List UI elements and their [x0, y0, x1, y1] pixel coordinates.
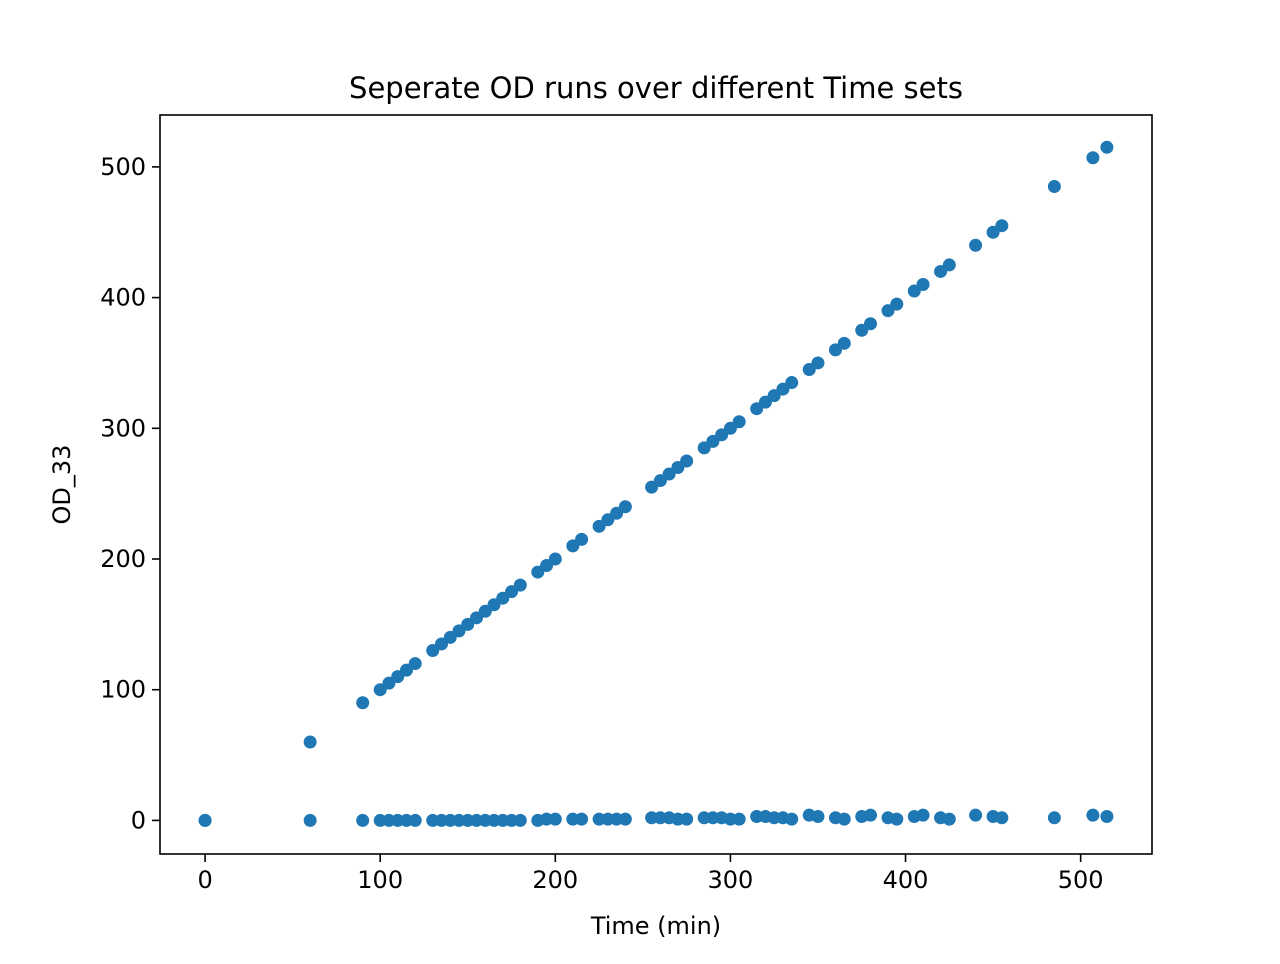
data-points [198, 140, 1114, 827]
x-tick-label: 0 [197, 866, 212, 894]
data-point [1047, 179, 1061, 193]
x-axis-label: Time (min) [590, 912, 721, 940]
data-point [408, 813, 422, 827]
x-tick-label: 500 [1058, 866, 1104, 894]
data-point [969, 808, 983, 822]
data-point [680, 812, 694, 826]
data-point [916, 808, 930, 822]
data-point [1100, 809, 1114, 823]
x-tick-label: 400 [883, 866, 929, 894]
data-point [1086, 151, 1100, 165]
data-point [303, 735, 317, 749]
data-point [785, 812, 799, 826]
y-tick-label: 300 [100, 414, 146, 442]
data-point [618, 812, 632, 826]
data-point [1047, 811, 1061, 825]
data-point [198, 813, 212, 827]
data-point [837, 336, 851, 350]
y-tick-label: 400 [100, 284, 146, 312]
data-point [513, 813, 527, 827]
data-point [890, 812, 904, 826]
chart-title: Seperate OD runs over different Time set… [349, 71, 963, 105]
data-point [890, 297, 904, 311]
data-point [680, 454, 694, 468]
y-tick-label: 500 [100, 153, 146, 181]
data-point [995, 811, 1009, 825]
data-point [969, 238, 983, 252]
data-point [575, 812, 589, 826]
y-tick-label: 200 [100, 545, 146, 573]
plot-frame [159, 114, 1153, 855]
data-point [575, 532, 589, 546]
data-point [942, 812, 956, 826]
data-point [618, 500, 632, 514]
data-point [785, 376, 799, 390]
data-point [995, 219, 1009, 233]
data-point [942, 258, 956, 272]
data-point [408, 657, 422, 671]
data-point [548, 552, 562, 566]
x-tick-label: 300 [708, 866, 754, 894]
data-point [864, 317, 878, 331]
y-tick-label: 0 [131, 806, 146, 834]
data-point [513, 578, 527, 592]
data-point [864, 808, 878, 822]
data-point [732, 415, 746, 429]
data-point [1086, 808, 1100, 822]
data-point [732, 812, 746, 826]
y-axis-label: OD_33 [48, 445, 76, 525]
data-point [356, 813, 370, 827]
x-axis-ticks: 0 100 200 300 400 500 [197, 854, 1104, 894]
data-point [837, 812, 851, 826]
y-tick-label: 100 [100, 676, 146, 704]
data-point [811, 356, 825, 370]
x-tick-label: 200 [532, 866, 578, 894]
data-point [811, 809, 825, 823]
data-point [916, 278, 930, 292]
data-point [548, 812, 562, 826]
y-axis-ticks: 0 100 200 300 400 500 [100, 153, 160, 834]
x-tick-label: 100 [357, 866, 403, 894]
data-point [1100, 140, 1114, 154]
data-point [356, 696, 370, 710]
data-point [303, 813, 317, 827]
